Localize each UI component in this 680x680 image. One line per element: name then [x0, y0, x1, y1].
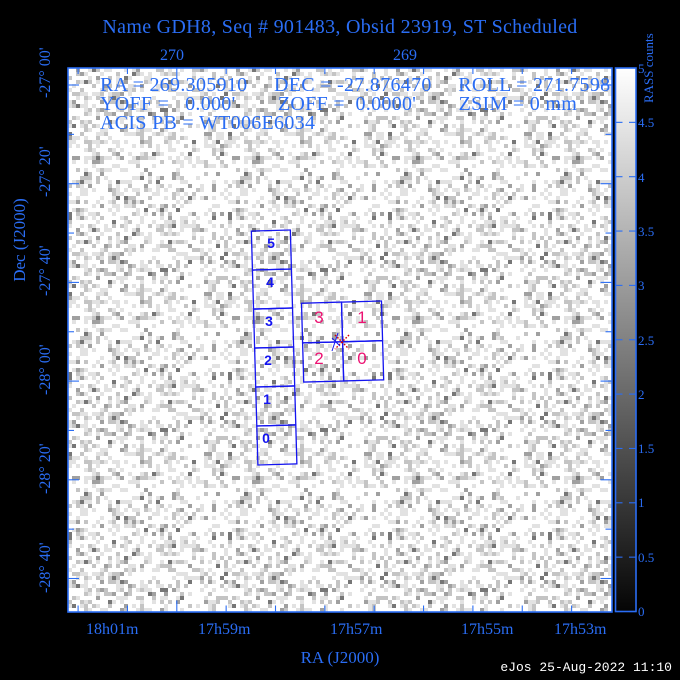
svg-text:1: 1: [357, 308, 366, 327]
svg-text:0: 0: [357, 349, 366, 368]
svg-text:3: 3: [265, 313, 273, 329]
svg-text:1: 1: [263, 391, 271, 407]
svg-text:3: 3: [314, 308, 323, 327]
svg-text:5: 5: [267, 235, 275, 251]
svg-text:2: 2: [264, 352, 272, 368]
svg-text:4: 4: [266, 274, 274, 290]
svg-text:0: 0: [262, 430, 270, 446]
svg-text:2: 2: [314, 349, 323, 368]
